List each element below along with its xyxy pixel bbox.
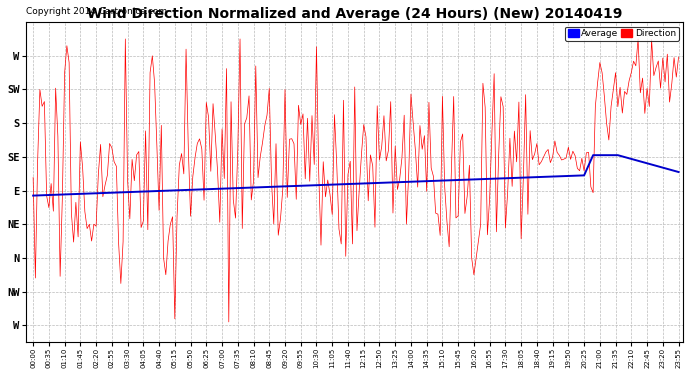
Title: Wind Direction Normalized and Average (24 Hours) (New) 20140419: Wind Direction Normalized and Average (2… bbox=[87, 7, 622, 21]
Legend: Average, Direction: Average, Direction bbox=[565, 27, 678, 41]
Text: Copyright 2014 Cartronics.com: Copyright 2014 Cartronics.com bbox=[26, 7, 168, 16]
